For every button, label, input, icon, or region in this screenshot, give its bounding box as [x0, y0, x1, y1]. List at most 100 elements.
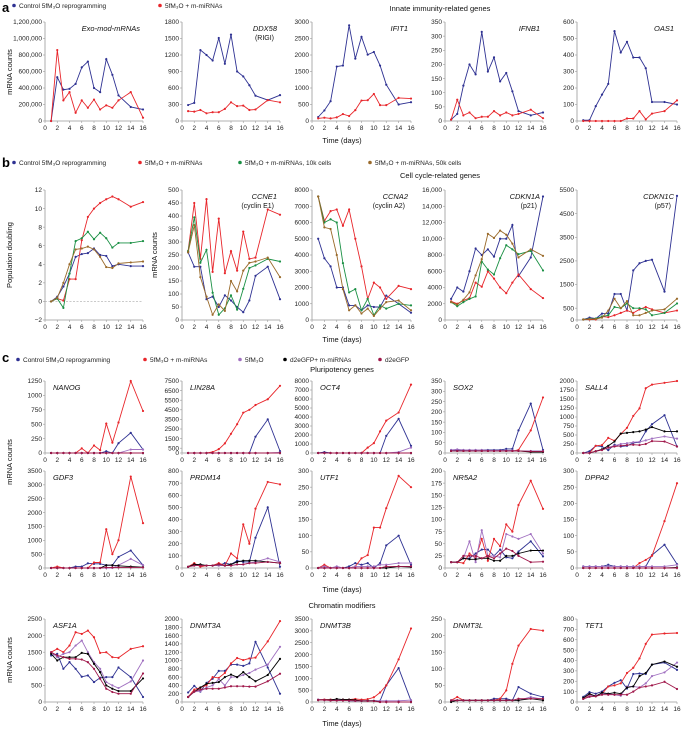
x-tick-label: 10 [240, 125, 248, 132]
data-point [278, 384, 282, 387]
data-point [92, 662, 96, 665]
y-tick-label: 800 [168, 468, 179, 475]
y-axis-title-a: mRNA counts [5, 49, 14, 95]
data-point [366, 297, 369, 300]
data-point [588, 565, 591, 568]
y-tick-label: 5000 [295, 236, 310, 243]
x-tick-label: 4 [335, 706, 339, 713]
data-point [335, 697, 338, 701]
series-1 [50, 475, 145, 570]
x-tick-label: 10 [103, 572, 111, 579]
data-point [675, 194, 679, 198]
data-point [248, 84, 251, 87]
data-point [341, 288, 345, 291]
data-point [378, 430, 382, 433]
data-point [74, 657, 77, 660]
data-point [248, 562, 251, 565]
series-line [451, 397, 544, 452]
data-point [105, 684, 108, 687]
data-point [486, 449, 489, 453]
y-tick-label: 0 [175, 450, 179, 457]
data-point [638, 110, 641, 113]
data-point [650, 566, 654, 570]
data-point [236, 105, 239, 108]
data-point [486, 268, 489, 271]
y-tick-label: 150 [431, 649, 442, 656]
data-point [80, 639, 83, 642]
data-point [129, 205, 132, 208]
x-tick-label: 10 [103, 324, 111, 331]
data-point [329, 451, 332, 455]
series-4 [450, 449, 545, 453]
x-tick-label: 4 [205, 324, 209, 331]
data-point [205, 682, 208, 685]
data-point [266, 680, 269, 683]
y-tick-label: 50 [172, 304, 180, 311]
data-point [56, 76, 59, 79]
x-tick-label: 10 [503, 125, 511, 132]
data-point [129, 566, 132, 569]
data-point [675, 430, 679, 433]
x-tick-label: 8 [625, 572, 629, 579]
data-point [644, 259, 647, 263]
y-tick-label: 400,000 [19, 85, 43, 92]
data-point [105, 528, 108, 531]
data-point [99, 231, 102, 234]
x-tick-label: 14 [661, 457, 669, 464]
x-tick-label: 2 [588, 572, 592, 579]
data-point [129, 557, 132, 560]
data-point [607, 566, 610, 570]
data-point [266, 666, 269, 669]
data-point [366, 451, 369, 455]
data-point [117, 692, 120, 695]
data-point [86, 60, 89, 63]
data-point [193, 110, 196, 113]
x-tick-label: 8 [360, 457, 364, 464]
data-point [278, 451, 282, 455]
gene-label: GDF3 [53, 473, 74, 482]
x-tick-label: 6 [80, 457, 84, 464]
gene-label: SOX2 [453, 383, 474, 392]
data-point [650, 383, 654, 386]
data-point [141, 672, 145, 675]
y-tick-label: 1500 [165, 436, 180, 443]
data-point [385, 565, 388, 568]
x-tick-label: 8 [92, 572, 96, 579]
data-point [619, 566, 622, 570]
x-tick-label: 10 [370, 457, 378, 464]
x-tick-label: 14 [661, 572, 669, 579]
data-point [529, 549, 532, 552]
data-point [638, 674, 641, 678]
x-tick-label: 2 [55, 324, 59, 331]
data-point [80, 658, 83, 661]
x-tick-label: 0 [180, 572, 184, 579]
y-tick-label: 0 [38, 299, 42, 306]
data-point [499, 697, 502, 700]
x-tick-label: 10 [370, 572, 378, 579]
data-point [86, 252, 89, 255]
y-tick-label: 2000 [428, 301, 443, 308]
data-point [56, 647, 59, 650]
data-point [511, 530, 514, 533]
x-tick-label: 16 [407, 706, 415, 713]
data-point [266, 99, 269, 102]
gene-label: DNMT3A [190, 621, 221, 630]
x-tick-label: 16 [539, 457, 547, 464]
y-tick-label: 300 [168, 529, 179, 536]
data-point [111, 246, 114, 249]
y-tick-label: 1200 [165, 52, 180, 59]
y-tick-label: 150 [298, 517, 309, 524]
y-tick-label: 400 [563, 52, 574, 59]
x-tick-label: 16 [139, 457, 147, 464]
data-point [229, 250, 233, 253]
x-tick-label: 14 [395, 706, 403, 713]
y-tick-label: 100 [563, 689, 574, 696]
data-point [492, 110, 496, 113]
data-point [613, 565, 616, 568]
y-tick-label: 1000 [28, 537, 43, 544]
legend-label: Control 5fM₃O reprogramming [19, 160, 107, 167]
data-point [360, 563, 363, 566]
data-point [254, 680, 257, 683]
data-point [638, 262, 641, 265]
